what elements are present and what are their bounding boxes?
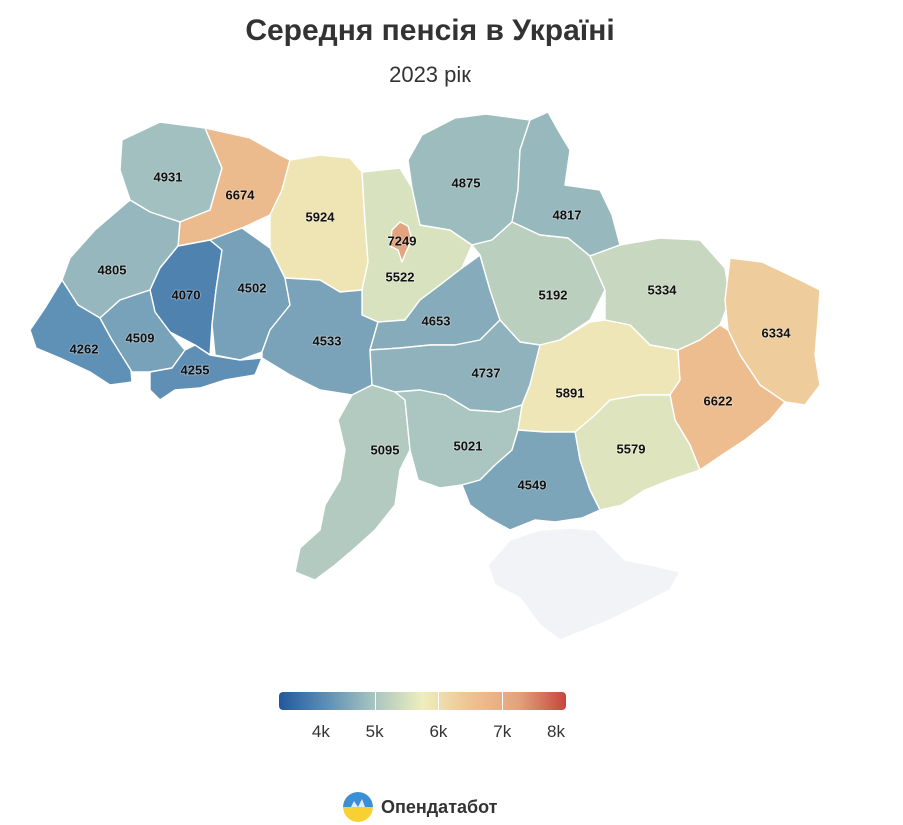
brand: Опендатабот [343, 790, 498, 824]
region-kherson [461, 429, 601, 531]
region-value-zhytomyr: 5924 [306, 209, 336, 224]
region-value-cherkasy: 4653 [422, 313, 451, 328]
region-poltava [471, 221, 606, 346]
legend-tick-label: 8k [547, 722, 565, 741]
region-value-zaporizhzhia: 5579 [617, 441, 646, 456]
legend-divider [438, 692, 440, 710]
legend-tick-label: 5k [365, 722, 384, 741]
region-value-kyiv-city: 7249 [388, 233, 417, 248]
region-value-chernihiv: 4875 [452, 175, 481, 190]
legend-divider [374, 692, 376, 710]
region-chernivtsi [149, 344, 263, 401]
opendatabot-logo-icon [343, 792, 373, 822]
ukraine-map: 4931 6674 5924 5522 7249 4875 4817 4805 4070 4502… [29, 111, 821, 641]
region-value-kherson: 4549 [518, 477, 547, 492]
region-value-kharkiv: 5334 [648, 282, 678, 297]
region-value-chernivtsi: 4255 [181, 362, 210, 377]
legend-divider [502, 692, 504, 710]
region-value-rivne: 6674 [226, 187, 256, 202]
legend-tick-label: 7k [493, 722, 512, 741]
legend-tick-label: 6k [429, 722, 448, 741]
region-value-poltava: 5192 [539, 287, 568, 302]
region-value-khmelnytskyi: 4502 [238, 280, 267, 295]
region-value-donetsk: 6622 [704, 393, 733, 408]
region-value-ternopil: 4070 [172, 287, 201, 302]
legend-gradient-bar [279, 692, 566, 710]
region-odesa [294, 384, 411, 581]
region-value-zakarpattia: 4262 [70, 341, 99, 356]
region-value-dnipropetrovsk: 5891 [556, 385, 585, 400]
region-value-kirovohrad: 4737 [472, 365, 501, 380]
region-kyiv-city [389, 221, 413, 263]
legend-tick-label: 4k [311, 722, 330, 741]
region-value-luhansk: 6334 [762, 325, 792, 340]
map-subtitle: 2023 рік [389, 62, 471, 87]
brand-name: Опендатабот [381, 796, 498, 817]
region-value-lviv: 4805 [98, 262, 127, 277]
region-value-mykolaiv: 5021 [454, 438, 483, 453]
region-value-kyiv-oblast: 5522 [386, 269, 415, 284]
region-crimea [487, 527, 681, 641]
region-value-vinnytsia: 4533 [313, 333, 342, 348]
region-value-ivano-frankivsk: 4509 [126, 330, 155, 345]
region-value-sumy: 4817 [553, 207, 582, 222]
region-value-odesa: 5095 [371, 442, 400, 457]
region-value-volyn: 4931 [154, 169, 183, 184]
color-legend [279, 692, 566, 710]
map-title: Середня пенсія в Україні [245, 14, 615, 47]
